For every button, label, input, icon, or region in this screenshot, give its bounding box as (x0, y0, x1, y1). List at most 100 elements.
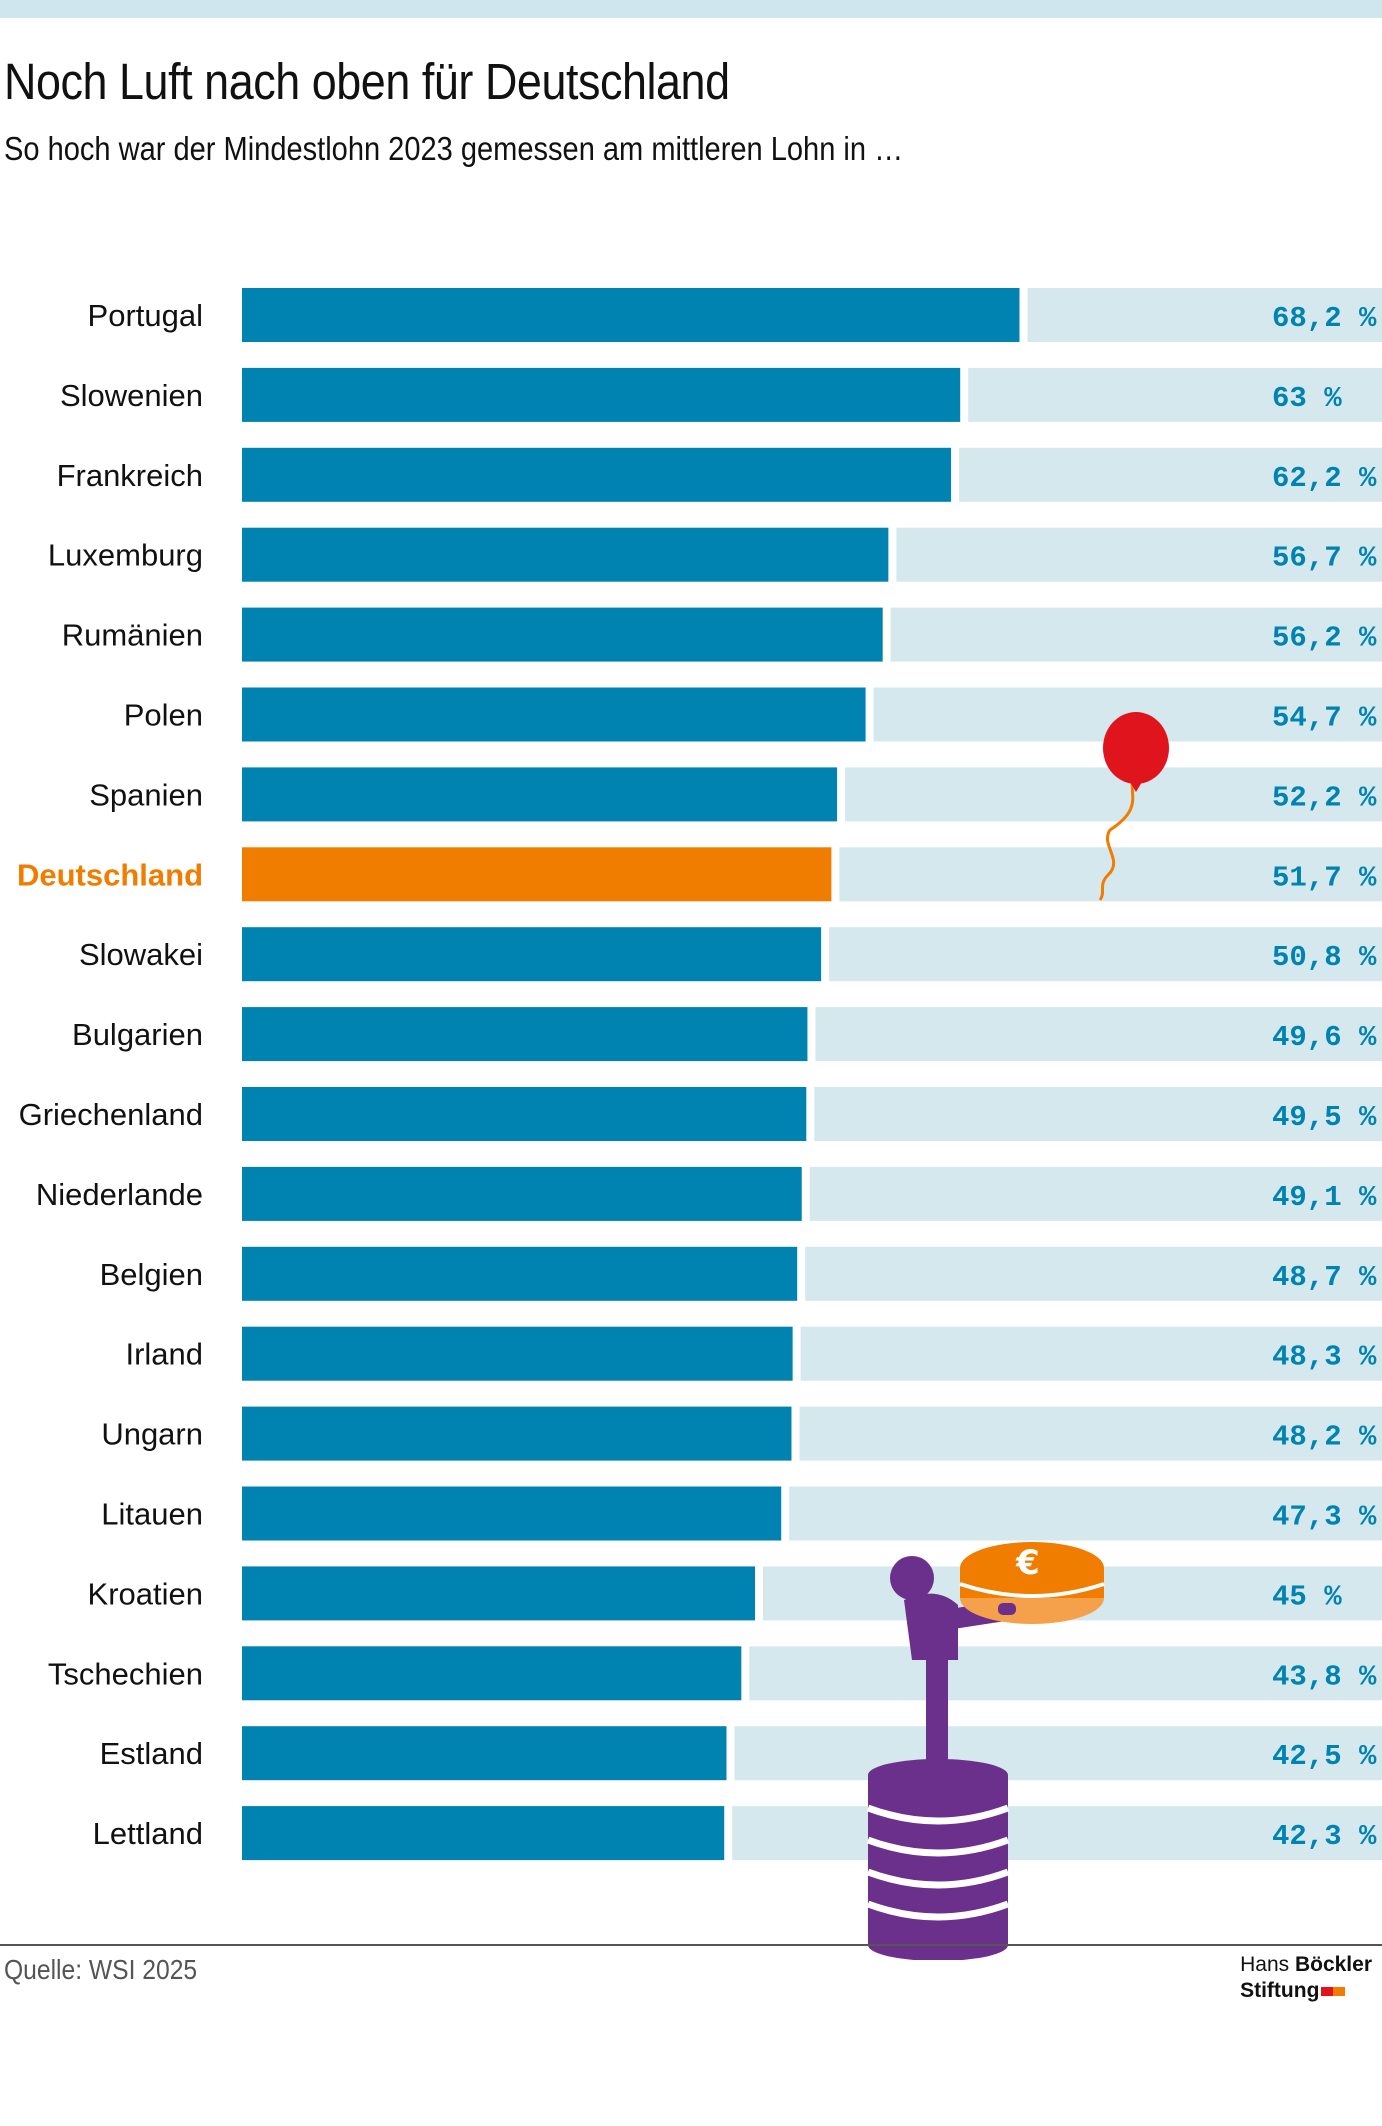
bar-track (805, 1246, 1382, 1301)
bar-track (1027, 288, 1382, 342)
category-label: Kroatien (88, 1576, 203, 1611)
bottom-rule (0, 1944, 1382, 1946)
category-label: Spanien (89, 777, 203, 812)
bar-estland (242, 1726, 727, 1781)
value-label: 49,6 % (1272, 1021, 1377, 1054)
category-label: Frankreich (57, 458, 203, 493)
balloon-knot (1130, 782, 1142, 792)
bar-rumänien (242, 607, 883, 662)
person-head (890, 1556, 934, 1600)
bar-slowakei (242, 927, 822, 982)
bar-track (800, 1326, 1382, 1381)
purple-coin-stack (866, 1759, 1010, 1960)
chart-subtitle: So hoch war der Mindestlohn 2023 gemesse… (4, 130, 904, 167)
value-label: 68,2 % (1272, 302, 1377, 335)
value-label: 47,3 % (1272, 1501, 1377, 1534)
chart-title: Noch Luft nach oben für Deutschland (4, 53, 730, 110)
category-label: Polen (124, 698, 203, 733)
bar-bulgarien (242, 1007, 808, 1062)
bar-track (968, 367, 1382, 422)
value-label: 48,3 % (1272, 1341, 1377, 1374)
category-label: Rumänien (62, 618, 203, 653)
bar-track (749, 1646, 1382, 1701)
balloon-string (1098, 769, 1138, 901)
category-label: Tschechien (48, 1656, 203, 1691)
bar-track (845, 767, 1382, 822)
person-leg (926, 1645, 948, 1775)
category-label: Irland (125, 1337, 203, 1372)
bar-irland (242, 1326, 793, 1381)
bar-deutschland (242, 847, 832, 902)
bar-track (809, 1166, 1382, 1221)
person-hand (998, 1603, 1016, 1615)
value-label: 52,2 % (1272, 781, 1377, 814)
person-holding-euro-coins-icon: € (866, 1542, 1105, 1960)
bar-track (896, 527, 1382, 582)
category-label: Slowenien (60, 378, 203, 413)
bar-frankreich (242, 447, 952, 502)
value-label: 43,8 % (1272, 1660, 1377, 1693)
category-label: Litauen (101, 1497, 203, 1532)
value-label: 42,5 % (1272, 1740, 1377, 1773)
value-label: 49,5 % (1272, 1101, 1377, 1134)
category-label: Slowakei (79, 937, 203, 972)
category-label: Deutschland (17, 857, 203, 892)
value-label: 50,8 % (1272, 941, 1377, 974)
bar-track (732, 1806, 1382, 1861)
bar-track (789, 1486, 1382, 1541)
bar-portugal (242, 288, 1020, 342)
bar-griechenland (242, 1087, 807, 1141)
balloon-body (1103, 712, 1169, 784)
category-label: Ungarn (101, 1417, 203, 1452)
bar-track (815, 1007, 1382, 1062)
bar-chart: Portugal 68,2 % Slowenien 63 % Frankreich 62,… (17, 288, 1382, 1960)
category-label: Portugal (88, 298, 203, 333)
category-label: Belgien (100, 1257, 203, 1292)
value-label: 45 % (1272, 1580, 1342, 1613)
bar-litauen (242, 1486, 782, 1541)
category-label: Niederlande (36, 1177, 203, 1212)
value-label: 48,2 % (1272, 1421, 1377, 1454)
bar-spanien (242, 767, 838, 822)
logo-stripe-red (1321, 1986, 1334, 1996)
category-label: Lettland (93, 1816, 203, 1851)
bar-tschechien (242, 1646, 742, 1701)
top-band (0, 0, 1382, 18)
category-label: Estland (100, 1736, 203, 1771)
euro-sign: € (1015, 1543, 1040, 1583)
value-label: 51,7 % (1272, 861, 1377, 894)
logo-stripe-orange (1333, 1986, 1346, 1996)
value-label: 42,3 % (1272, 1820, 1377, 1853)
value-label: 56,2 % (1272, 622, 1377, 655)
value-label: 62,2 % (1272, 462, 1377, 495)
value-label: 63 % (1272, 382, 1342, 415)
value-label: 56,7 % (1272, 542, 1377, 575)
bar-track (799, 1406, 1382, 1461)
hans-boeckler-stiftung-logo: Hans Böckler Stiftung (1240, 1952, 1372, 2004)
logo-text-stiftung: Stiftung (1240, 1979, 1320, 2002)
category-label: Luxemburg (48, 538, 203, 573)
logo-text-hans: Hans (1240, 1953, 1295, 1976)
balloon-icon (1098, 712, 1169, 901)
euro-coins: € (959, 1542, 1105, 1624)
bar-polen (242, 687, 866, 742)
value-label: 49,1 % (1272, 1181, 1377, 1214)
category-label: Griechenland (19, 1097, 203, 1132)
bar-lettland (242, 1806, 725, 1861)
source-note: Quelle: WSI 2025 (4, 1954, 198, 1985)
bar-niederlande (242, 1166, 802, 1221)
value-label: 54,7 % (1272, 702, 1377, 735)
bar-track (959, 447, 1382, 502)
bar-track (734, 1726, 1382, 1781)
bar-track (890, 607, 1382, 662)
value-label: 48,7 % (1272, 1261, 1377, 1294)
bar-kroatien (242, 1566, 755, 1621)
bar-ungarn (242, 1406, 792, 1461)
category-label: Bulgarien (72, 1017, 203, 1052)
bar-track (829, 927, 1382, 982)
bar-luxemburg (242, 527, 889, 582)
logo-text-boeckler: Böckler (1294, 1953, 1372, 1976)
bar-track (814, 1087, 1382, 1141)
bar-belgien (242, 1246, 798, 1301)
bar-rows: Portugal 68,2 % Slowenien 63 % Frankreich 62,… (17, 288, 1382, 1861)
